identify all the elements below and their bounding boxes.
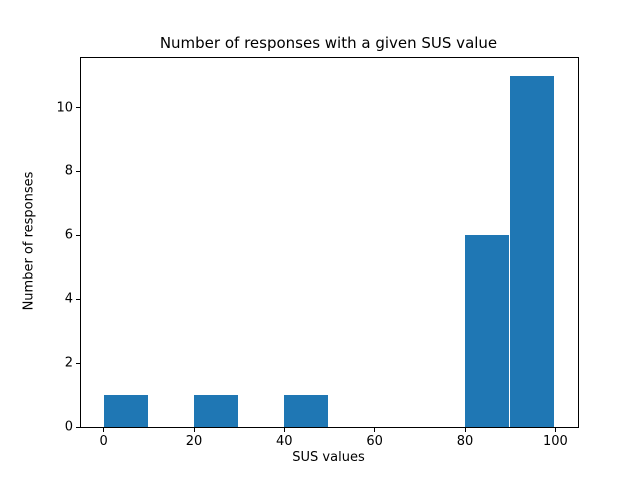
y-tick-label: 2: [64, 355, 73, 371]
x-tick-mark: [464, 428, 466, 432]
x-tick-mark: [103, 428, 105, 432]
y-tick-label: 8: [64, 163, 73, 179]
x-tick-mark: [283, 428, 285, 432]
x-tick-label: 0: [99, 434, 108, 449]
histogram-bar: [103, 395, 148, 427]
histogram-bar: [284, 395, 329, 427]
y-tick-label: 10: [56, 100, 73, 115]
y-tick-mark: [76, 170, 80, 172]
y-tick-label: 0: [64, 419, 73, 435]
y-tick-label: 4: [64, 291, 73, 307]
x-tick-mark: [554, 428, 556, 432]
x-tick-mark: [193, 428, 195, 432]
y-tick-mark: [76, 234, 80, 236]
y-tick-mark: [76, 362, 80, 364]
x-tick-mark: [374, 428, 376, 432]
x-tick-label: 20: [185, 434, 203, 449]
y-tick-mark: [76, 298, 80, 300]
histogram-bar: [465, 235, 510, 427]
chart-title: Number of responses with a given SUS val…: [159, 34, 498, 52]
y-tick-label: 6: [64, 227, 73, 243]
x-tick-label: 60: [366, 434, 383, 449]
x-axis-label: SUS values: [292, 450, 365, 465]
histogram-bar: [510, 75, 555, 427]
plot-area: 0 20 40 60 80 100 0 2 4 6 8 10: [56, 57, 579, 449]
x-tick-label: 80: [456, 434, 474, 449]
x-tick-label: 40: [276, 434, 293, 449]
x-tick-label: 100: [542, 434, 568, 449]
histogram-bar: [194, 395, 239, 427]
y-tick-mark: [76, 426, 80, 428]
y-axis-label: Number of responses: [21, 171, 37, 311]
y-tick-mark: [76, 107, 80, 108]
